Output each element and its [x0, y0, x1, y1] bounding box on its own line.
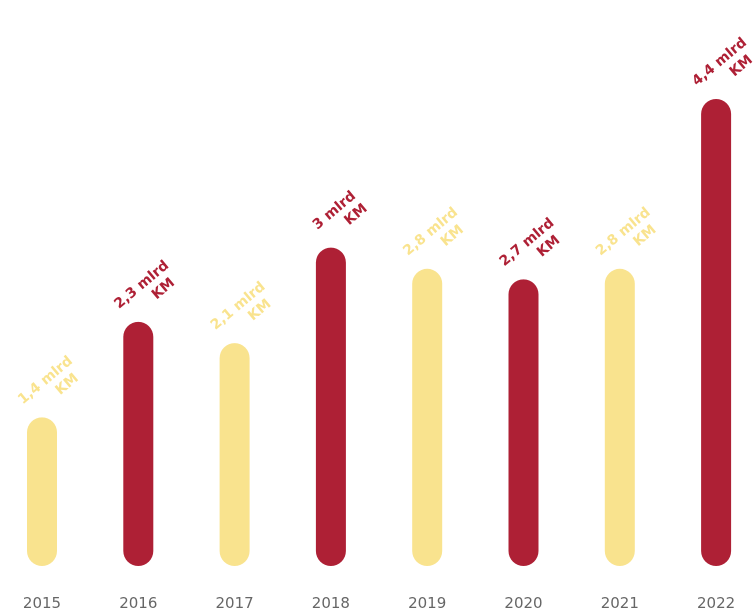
x-tick-2018: 2018 — [312, 594, 350, 611]
x-tick-2022: 2022 — [697, 594, 735, 611]
bar-2015 — [27, 417, 57, 566]
x-tick-2021: 2021 — [601, 594, 639, 611]
bar-2018 — [315, 247, 346, 566]
x-tick-2020: 2020 — [504, 594, 542, 611]
bar-2020 — [508, 279, 539, 566]
x-tick-2017: 2017 — [216, 594, 254, 611]
x-axis-ticks: 2015 2016 2017 2018 2019 2020 2021 2022 — [23, 594, 735, 611]
bar-2016 — [123, 321, 154, 566]
x-tick-2019: 2019 — [408, 594, 446, 611]
x-tick-2016: 2016 — [119, 594, 157, 611]
bars-group — [27, 99, 732, 566]
bar-2021 — [604, 268, 635, 566]
bar-2022 — [701, 99, 732, 566]
bar-2019 — [412, 268, 443, 566]
x-tick-2015: 2015 — [23, 594, 61, 611]
bar-2017 — [219, 343, 250, 566]
